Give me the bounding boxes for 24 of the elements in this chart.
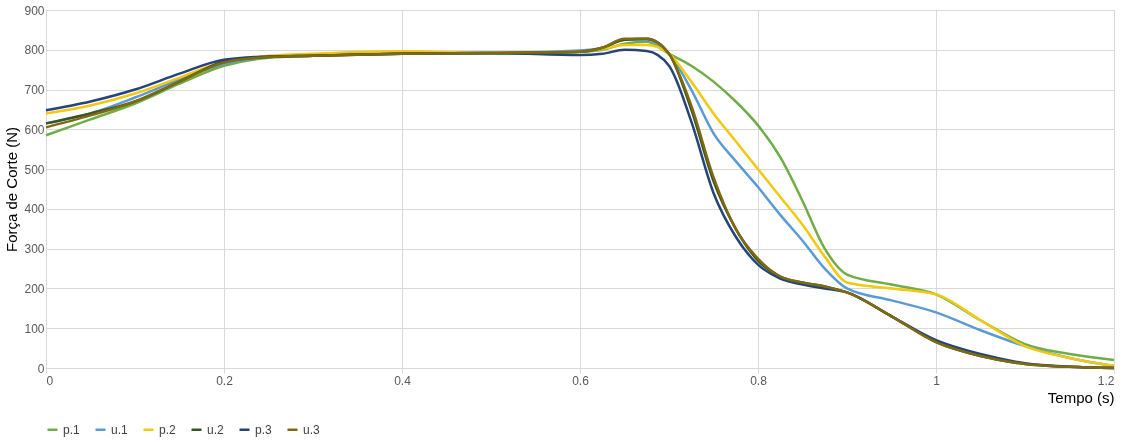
y-tick-label: 900 [24,3,45,18]
y-tick-label: 0 [37,361,45,376]
y-axis-title: Força de Corte (N) [3,126,21,253]
legend-label: p.2 [159,422,177,437]
x-tick-label: 0.2 [216,373,234,388]
x-tick-label: 1.2 [1097,373,1115,388]
x-axis-title: Tempo (s) [1047,388,1115,406]
x-tick-label: 0.4 [394,373,412,388]
legend-label: u.3 [303,422,321,437]
x-tick-label: 0.8 [750,373,768,388]
y-tick-label: 400 [24,202,45,217]
y-tick-label: 800 [24,43,45,58]
y-tick-label: 600 [24,122,45,137]
legend-label: u.1 [111,422,129,437]
y-tick-label: 700 [24,83,45,98]
legend-label: u.2 [207,422,225,437]
y-tick-label: 200 [24,281,45,296]
legend-label: p.3 [255,422,273,437]
y-tick-label: 100 [24,321,45,336]
x-tick-label: 1 [933,373,941,388]
x-tick-label: 0.6 [572,373,590,388]
y-tick-label: 300 [24,242,45,257]
y-tick-label: 500 [24,162,45,177]
legend-label: p.1 [63,422,81,437]
